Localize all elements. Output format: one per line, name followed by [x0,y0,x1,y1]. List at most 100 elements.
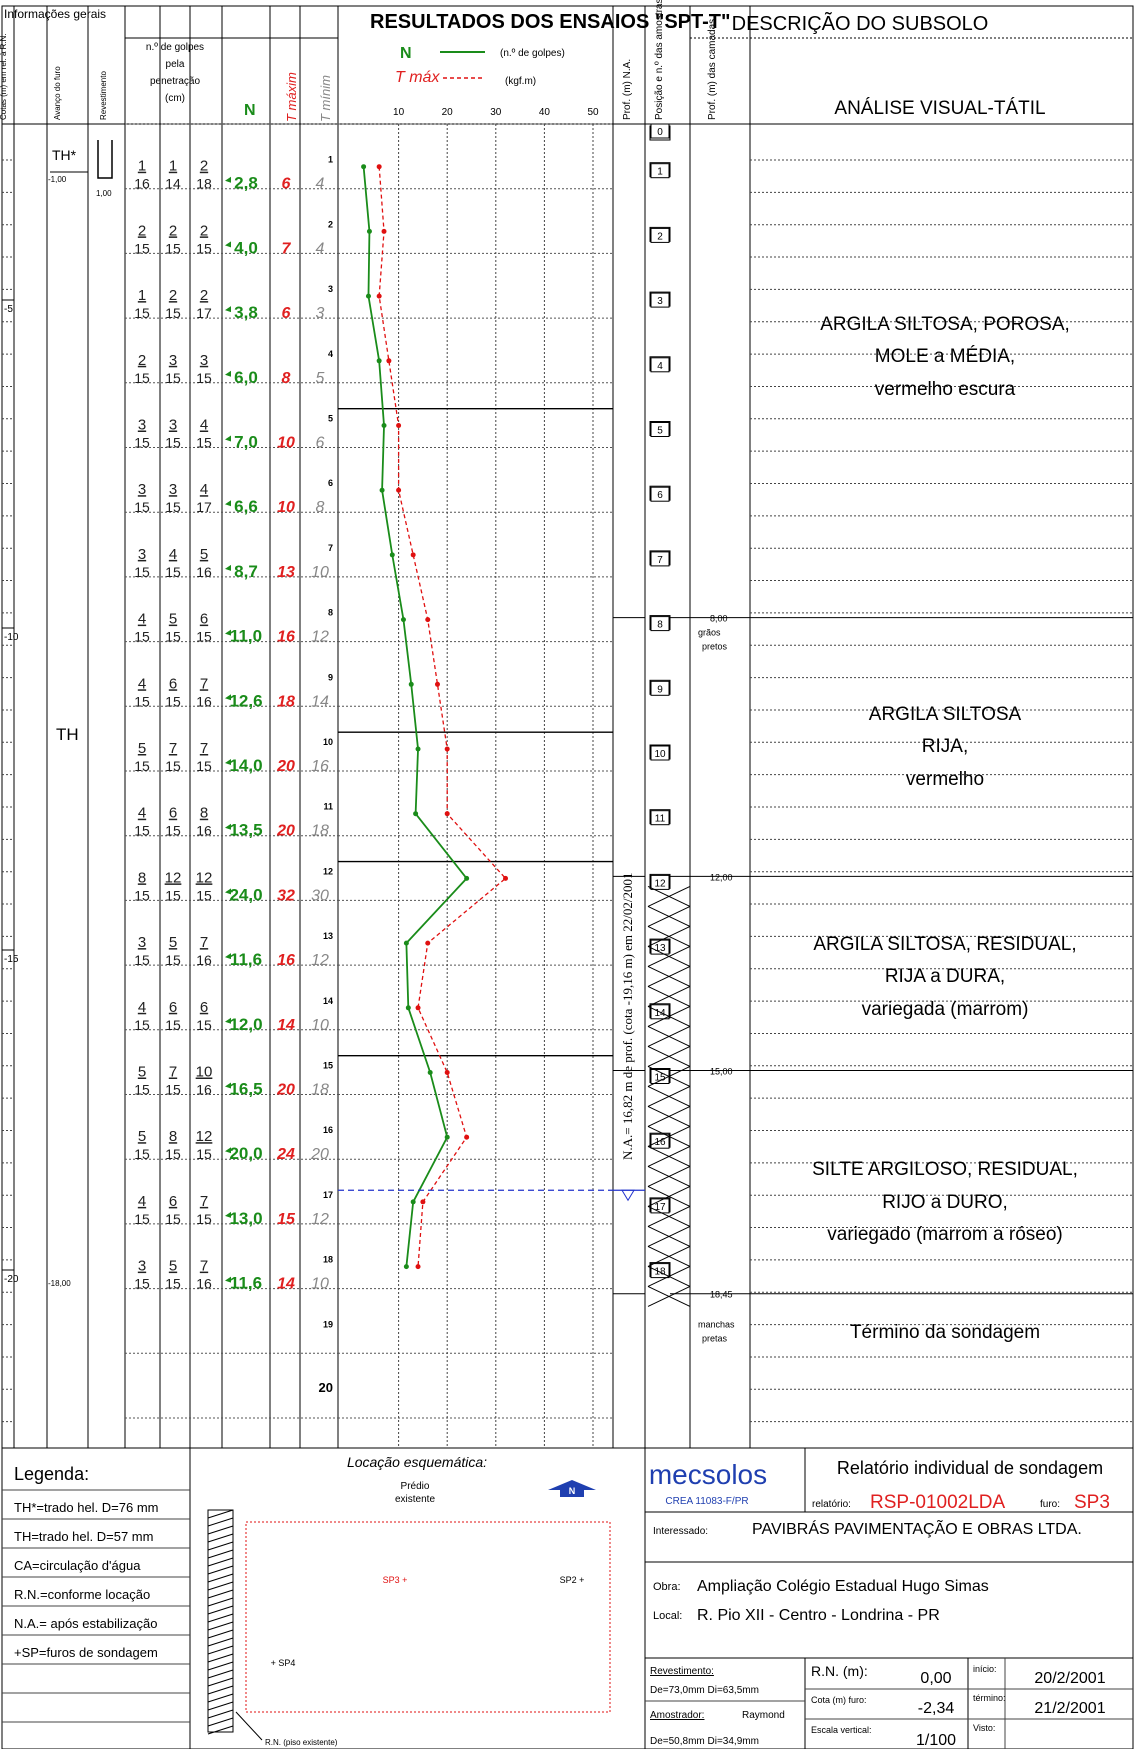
penetracao-cm: 15 [134,758,150,774]
depth-start-label: -1,00 [48,175,67,184]
cota-mark: -10 [4,632,19,643]
hatch-line [647,1105,691,1127]
hole-sp2: SP2 + [560,1575,585,1585]
rn-value: 0,00 [920,1670,951,1687]
depth-axis-tick: 16 [323,1125,333,1135]
axis-tick-label: 20 [442,107,454,118]
wall-hatch [207,1725,234,1735]
golpes-count: 3 [169,481,177,498]
crea-label: CREA 11083-F/PR [665,1496,748,1507]
layer-description: RIJO a DURO, [882,1192,1008,1213]
layer-description: Término da sondagem [850,1322,1040,1343]
penetracao-cm: 15 [134,435,150,451]
golpes-count: 3 [138,481,146,498]
depth-end-label: -18,00 [48,1279,71,1288]
n-marker-flag [225,370,231,377]
sample-number: 10 [654,749,666,760]
penetracao-cm: 17 [196,499,212,515]
tmax-series-point [420,1199,426,1205]
layer-description: ARGILA SILTOSA [869,704,1022,725]
tmin-value: 12 [311,1211,329,1228]
penetracao-cm: 15 [134,887,150,903]
penetracao-cm: 15 [196,1017,212,1033]
depth-axis-tick: 14 [323,996,333,1006]
cota-mark: -5 [4,304,13,315]
tmin-value: 5 [316,370,325,387]
tmax-series-point [415,1264,421,1270]
golpes-count: 4 [138,999,146,1016]
penetracao-cm: 15 [196,758,212,774]
legend-t-desc: (kgf.m) [505,76,536,87]
hatch-line [647,1005,691,1027]
layer-description: vermelho [906,769,984,790]
penetracao-cm: 18 [196,176,212,192]
sample-number: 16 [654,1137,666,1148]
desc-sub: ANÁLISE VISUAL-TÁTIL [834,98,1045,119]
golpes-header: penetração [150,76,200,87]
depth-axis-tick: 2 [328,219,333,229]
penetracao-cm: 15 [196,240,212,256]
golpes-count: 3 [138,934,146,951]
n-series-point [464,875,470,881]
local-value: R. Pio XII - Centro - Londrina - PR [697,1607,940,1624]
layer-description: SILTE ARGILOSO, RESIDUAL, [812,1159,1078,1180]
wall-hatch [207,1709,234,1719]
hatch-line [647,1025,691,1047]
wall-hatch [207,1533,234,1543]
amostrador-label: Amostrador: [650,1710,704,1721]
hatch-line [647,885,691,907]
penetracao-cm: 15 [134,952,150,968]
hatch-line [647,1205,691,1227]
legend-n: N [400,45,412,62]
penetracao-cm: 16 [196,823,212,839]
sample-number: 11 [655,814,666,825]
rn-label: R.N. (m): [811,1663,868,1679]
sample-number: 3 [657,296,663,307]
depth-axis-tick: 6 [328,478,333,488]
wall-hatch [207,1589,234,1599]
penetracao-cm: 15 [165,693,181,709]
n-value: 7,0 [234,433,258,452]
wall-hatch [207,1525,234,1535]
north-arrow-icon [548,1480,596,1497]
wall-hatch [207,1597,234,1607]
layer-depth-label: 15,00 [710,1067,733,1077]
tmin-column-header: T mínim [318,75,333,122]
penetracao-cm: 17 [196,305,212,321]
n-marker-flag [225,953,231,960]
hatch-line [647,925,691,947]
golpes-count: 6 [169,675,177,692]
penetracao-cm: 15 [196,1146,212,1162]
sample-number-box [650,810,670,826]
info-title: Informações gerais [4,7,106,21]
legend-item: N.A.= após estabilização [14,1616,157,1631]
tmax-value: 16 [277,629,295,646]
hatch-line [647,1245,691,1267]
visto-label: Visto: [973,1723,995,1733]
wall-hatch [207,1565,234,1575]
sample-number-box [650,874,670,890]
wall-hatch [207,1605,234,1615]
desc-title: DESCRIÇÃO DO SUBSOLO [732,11,989,35]
sample-number-box [650,486,670,502]
relatorio-label: relatório: [812,1499,851,1510]
penetracao-cm: 16 [196,1082,212,1098]
amostrador-value: Raymond [742,1710,785,1721]
tmin-value: 30 [311,887,329,904]
layer-description: ARGILA SILTOSA, POROSA, [820,314,1070,335]
rn-pointer [235,1711,263,1741]
layer-description: variegada (marrom) [862,999,1029,1020]
n-value: 12,6 [229,691,262,710]
n-series-point [379,487,385,493]
depth-axis-tick: 13 [323,931,333,941]
wall-hatch [207,1581,234,1591]
hatch-line [647,1185,691,1207]
golpes-count: 2 [169,287,177,304]
n-series-point [365,293,371,299]
sample-number: 5 [657,426,663,437]
tmax-value: 15 [277,1211,296,1228]
tmax-value: 20 [276,758,295,775]
layer-note: pretos [702,642,728,652]
legend-item: +SP=furos de sondagem [14,1645,158,1660]
